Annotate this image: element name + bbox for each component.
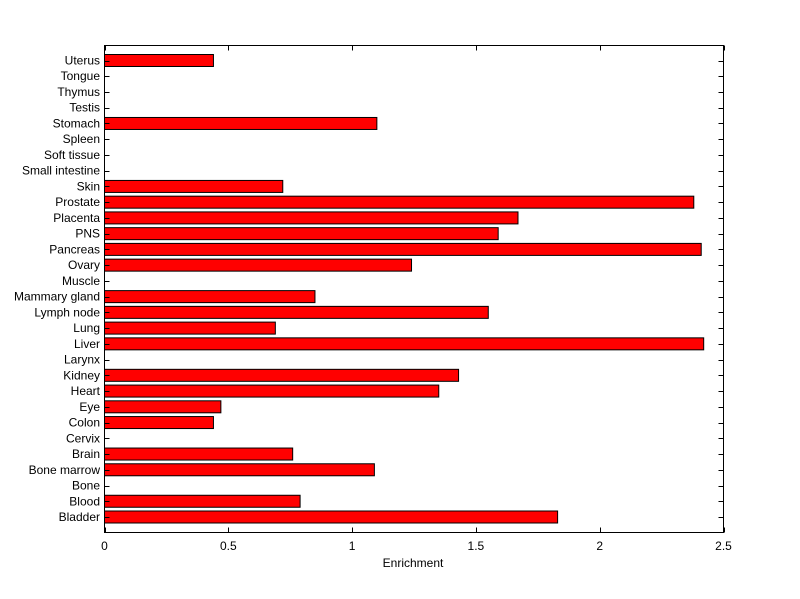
- bar-eye: [104, 400, 222, 414]
- x-tick-label: 1: [349, 539, 356, 553]
- ticks-layer: [104, 45, 725, 533]
- y-tick-label: PNS: [75, 227, 100, 241]
- y-tick-label: Stomach: [53, 116, 100, 130]
- x-tick-label: 2: [596, 539, 603, 553]
- y-tick-label: Soft tissue: [44, 148, 100, 162]
- y-tick-label: Colon: [69, 416, 100, 430]
- y-tick-label: Heart: [71, 384, 101, 398]
- x-tick-label: 2.5: [715, 539, 732, 553]
- bars-layer: [104, 54, 705, 524]
- bar-lung: [104, 321, 276, 335]
- y-tick-label: Uterus: [65, 54, 100, 68]
- y-tick-label: Spleen: [63, 132, 100, 146]
- bar-uterus: [104, 54, 214, 67]
- y-tick-label: Placenta: [53, 211, 100, 225]
- y-tick-label: Thymus: [57, 85, 100, 99]
- y-tick-label: Brain: [72, 447, 100, 461]
- y-tick-label: Muscle: [62, 274, 100, 288]
- bar-liver: [104, 337, 705, 351]
- bar-mammary-gland: [104, 290, 316, 304]
- y-tick-label: Prostate: [55, 195, 100, 209]
- y-tick-label: Bone: [72, 479, 100, 493]
- bar-bladder: [104, 510, 559, 524]
- y-tick-label: Lymph node: [34, 305, 100, 319]
- x-tick-label: 0: [101, 539, 108, 553]
- bar-pancreas: [104, 242, 702, 256]
- plot-frame: [104, 45, 724, 533]
- y-tick-label: Mammary gland: [14, 290, 100, 304]
- bar-pns: [104, 227, 499, 241]
- y-tick-label: Lung: [73, 321, 100, 335]
- x-tick-label: 1.5: [468, 539, 485, 553]
- y-tick-label: Bladder: [59, 510, 100, 524]
- y-tick-label: Eye: [79, 400, 100, 414]
- bar-prostate: [104, 195, 695, 209]
- bar-blood: [104, 494, 301, 508]
- bar-bone-marrow: [104, 463, 375, 477]
- y-tick-label: Tongue: [61, 69, 101, 83]
- y-tick-label: Skin: [77, 179, 100, 193]
- y-tick-label: Pancreas: [49, 242, 100, 256]
- x-axis-label: Enrichment: [383, 556, 444, 570]
- y-tick-label: Ovary: [68, 258, 100, 272]
- bar-stomach: [104, 116, 378, 130]
- bar-colon: [104, 416, 214, 430]
- y-tick-label: Blood: [69, 494, 100, 508]
- y-tick-label: Larynx: [64, 353, 100, 367]
- y-tick-label: Cervix: [66, 431, 100, 445]
- bar-brain: [104, 447, 294, 461]
- y-tick-label: Bone marrow: [29, 463, 101, 477]
- y-tick-label: Testis: [69, 101, 100, 115]
- x-tick-label: 0.5: [220, 539, 237, 553]
- bar-heart: [104, 384, 440, 398]
- y-tick-label: Small intestine: [22, 164, 100, 178]
- bar-skin: [104, 179, 284, 193]
- y-tick-label: Liver: [74, 337, 100, 351]
- y-tick-label: Kidney: [63, 368, 100, 382]
- bar-lymph-node: [104, 305, 489, 319]
- bar-kidney: [104, 368, 460, 382]
- bar-ovary: [104, 258, 413, 272]
- bar-placenta: [104, 211, 519, 225]
